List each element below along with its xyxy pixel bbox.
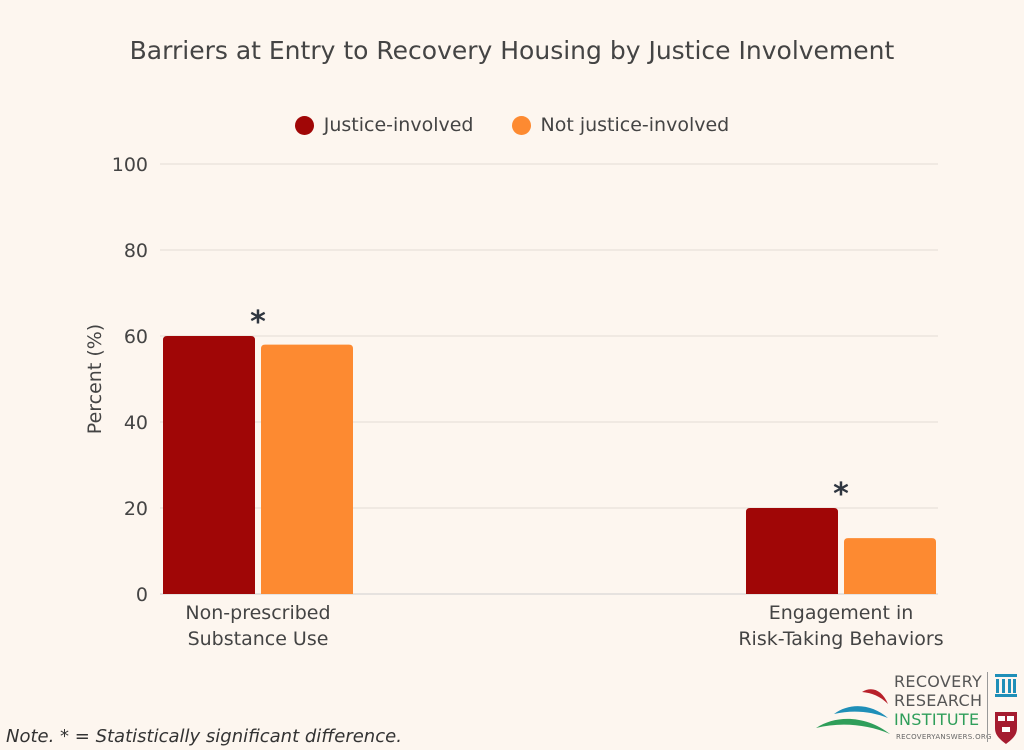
x-tick-label: Engagement in xyxy=(769,602,914,624)
significance-marker: * xyxy=(250,305,266,340)
legend-swatch-justice-involved xyxy=(294,115,314,135)
y-tick-label: 40 xyxy=(124,412,148,434)
legend-item-not-justice-involved: Not justice-involved xyxy=(511,114,730,136)
x-tick-label: Non-prescribed xyxy=(185,602,330,624)
logo-url: RECOVERYANSWERS.ORG xyxy=(896,733,992,741)
logo-line-research: RESEARCH xyxy=(894,691,983,710)
institution-shield-icon xyxy=(995,674,1017,744)
chart-legend: Justice-involved Not justice-involved xyxy=(0,114,1024,136)
logo-swoosh-icon xyxy=(816,689,890,734)
significance-marker: * xyxy=(833,477,849,512)
legend-label-justice-involved: Justice-involved xyxy=(323,114,474,136)
recovery-research-institute-logo: RECOVERY RESEARCH INSTITUTE RECOVERYANSW… xyxy=(812,670,1022,748)
bar-not-justice-involved xyxy=(844,538,936,594)
y-tick-label: 80 xyxy=(124,240,148,262)
bar-not-justice-involved xyxy=(261,344,353,594)
footnote: Note. * = Statistically significant diff… xyxy=(6,726,402,747)
x-tick-label: Risk-Taking Behaviors xyxy=(738,628,943,650)
y-tick-label: 0 xyxy=(136,584,148,606)
chart-title: Barriers at Entry to Recovery Housing by… xyxy=(129,36,895,65)
y-tick-label: 60 xyxy=(124,326,148,348)
legend-label-not-justice-involved: Not justice-involved xyxy=(540,114,730,136)
logo-line-recovery: RECOVERY xyxy=(894,672,983,691)
logo-line-institute: INSTITUTE xyxy=(894,710,980,729)
y-axis-label: Percent (%) xyxy=(84,324,106,434)
legend-swatch-not-justice-involved xyxy=(511,115,531,135)
bar-justice-involved xyxy=(746,508,838,594)
bar-justice-involved xyxy=(163,336,255,594)
logo-divider xyxy=(987,672,988,742)
y-tick-label: 20 xyxy=(124,498,148,520)
legend-item-justice-involved: Justice-involved xyxy=(294,114,474,136)
y-tick-label: 100 xyxy=(112,154,148,176)
logo-text: RECOVERY RESEARCH INSTITUTE xyxy=(894,672,982,729)
x-tick-label: Substance Use xyxy=(188,628,329,650)
